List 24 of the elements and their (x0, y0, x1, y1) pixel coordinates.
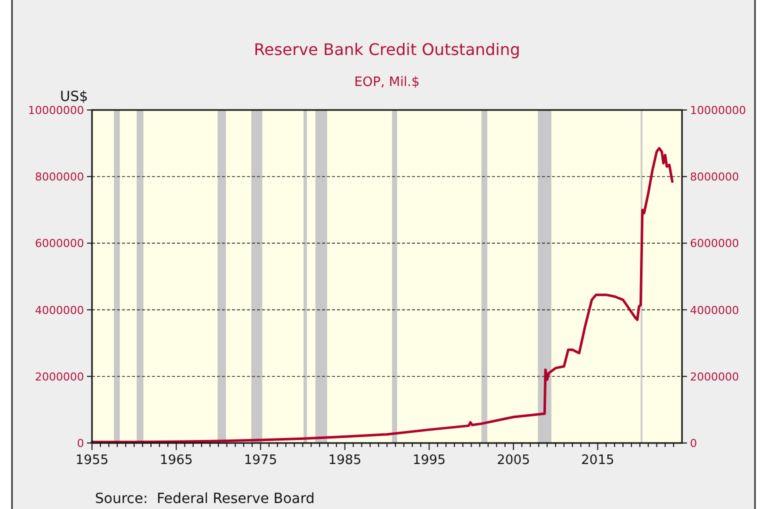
x-tick-label: 1995 (412, 453, 446, 468)
y-tick-label: 0 (77, 437, 84, 450)
chart-title: Reserve Bank Credit Outstanding (254, 40, 520, 59)
y2-tick-label: 0 (690, 437, 697, 450)
y-tick-label: 8000000 (35, 170, 84, 184)
y2-tick-label: 2000000 (690, 370, 739, 384)
y2-tick-label: 10000000 (690, 104, 746, 117)
y2-tick-label: 6000000 (690, 237, 739, 250)
y-tick-label: 4000000 (35, 304, 84, 317)
chart-subtitle: EOP, Mil.$ (354, 75, 420, 90)
y2-tick-label: 8000000 (690, 170, 739, 184)
x-tick-label: 2015 (581, 453, 614, 468)
x-tick-label: 1975 (244, 453, 278, 468)
y-tick-label: 2000000 (35, 370, 84, 384)
x-tick-label: 2005 (496, 453, 530, 468)
x-tick-label: 1985 (328, 453, 362, 468)
y-axis-title: US$ (60, 89, 88, 105)
x-tick-label: 1965 (160, 453, 193, 468)
x-tick-label: 1955 (75, 453, 109, 468)
y-tick-label: 6000000 (35, 237, 84, 250)
y2-tick-label: 4000000 (690, 304, 739, 317)
source-note: Source: Federal Reserve Board (95, 491, 315, 507)
y-tick-label: 10000000 (28, 104, 84, 117)
line-series (90, 147, 674, 444)
